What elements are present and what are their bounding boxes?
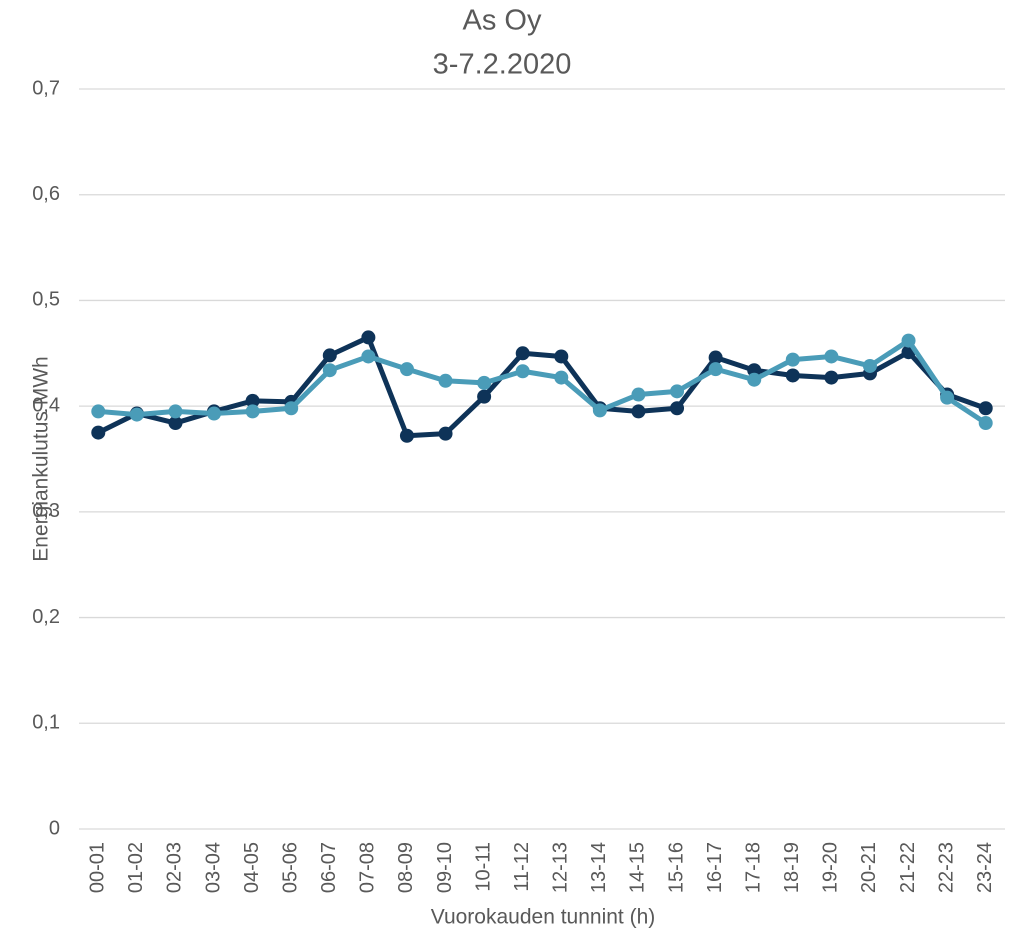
data-point [824,370,839,385]
data-point [708,362,723,377]
data-point [399,362,414,377]
data-point [91,404,106,419]
x-tick-label: 06-07 [318,842,340,893]
data-point [708,350,723,365]
data-point [940,390,955,405]
data-point [438,426,453,441]
x-tick-label: 19-20 [820,842,842,893]
x-tick-label: 12-13 [550,842,572,893]
x-tick-label: 20-21 [858,842,880,893]
data-point [785,352,800,367]
data-point [785,368,800,383]
data-point [361,349,376,364]
x-tick-label: 08-09 [395,842,417,893]
x-tick-label: 13-14 [588,842,610,893]
y-tick-label: 0,6 [32,183,60,205]
x-tick-label: 05-06 [279,842,301,893]
x-tick-label: 03-04 [202,842,224,893]
data-point [978,416,993,431]
x-tick-label: 16-17 [704,842,726,893]
data-point [515,364,530,379]
y-tick-label: 0,4 [32,394,60,416]
y-tick-label: 0,5 [32,289,60,311]
data-point [322,348,337,363]
data-point [554,370,569,385]
x-tick-label: 14-15 [627,842,649,893]
data-point [399,428,414,443]
data-point [554,349,569,364]
x-tick-label: 17-18 [742,842,764,893]
data-point [322,363,337,378]
series-line [97,334,987,439]
data-point [477,375,492,390]
data-point [207,406,222,421]
data-point [245,404,260,419]
data-point [862,358,877,373]
data-point [477,389,492,404]
data-point [670,401,685,416]
data-point [592,403,607,418]
data-point [284,401,299,416]
y-tick-label: 0,2 [32,606,60,628]
data-point [438,373,453,388]
y-tick-label: 0 [49,817,60,839]
data-point [129,407,144,422]
x-tick-label: 18-19 [781,842,803,893]
data-point [670,384,685,399]
x-tick-label: 04-05 [241,842,263,893]
data-point [245,393,260,408]
x-tick-label: 15-16 [665,842,687,893]
y-axis-label: Energiankulutus MWh [30,356,53,561]
data-point [824,349,839,364]
data-point [901,333,916,348]
x-axis-label: Vuorokauden tunnint (h) [431,906,656,929]
x-tick-label: 07-08 [357,842,379,893]
y-tick-label: 0,7 [32,77,60,99]
x-tick-label: 23-24 [974,842,996,893]
x-tick-label: 22-23 [935,842,957,893]
data-point [515,346,530,361]
x-tick-label: 21-22 [897,842,919,893]
data-point [361,330,376,345]
x-tick-label: 11-12 [511,842,533,892]
x-tick-label: 10-11 [472,842,494,892]
data-point [631,387,646,402]
x-tick-label: 01-02 [125,842,147,893]
data-point [91,425,106,440]
data-point [631,404,646,419]
data-point [168,404,183,419]
data-point [747,372,762,387]
y-tick-label: 0,3 [32,500,60,522]
x-tick-label: 09-10 [434,842,456,893]
chart-title: As Oy [463,5,542,37]
chart-subtitle: 3-7.2.2020 [433,49,572,81]
data-point [978,401,993,416]
y-tick-label: 0,1 [32,712,60,734]
data-point [168,416,183,431]
x-tick-label: 00-01 [87,842,109,893]
x-tick-label: 02-03 [164,842,186,893]
